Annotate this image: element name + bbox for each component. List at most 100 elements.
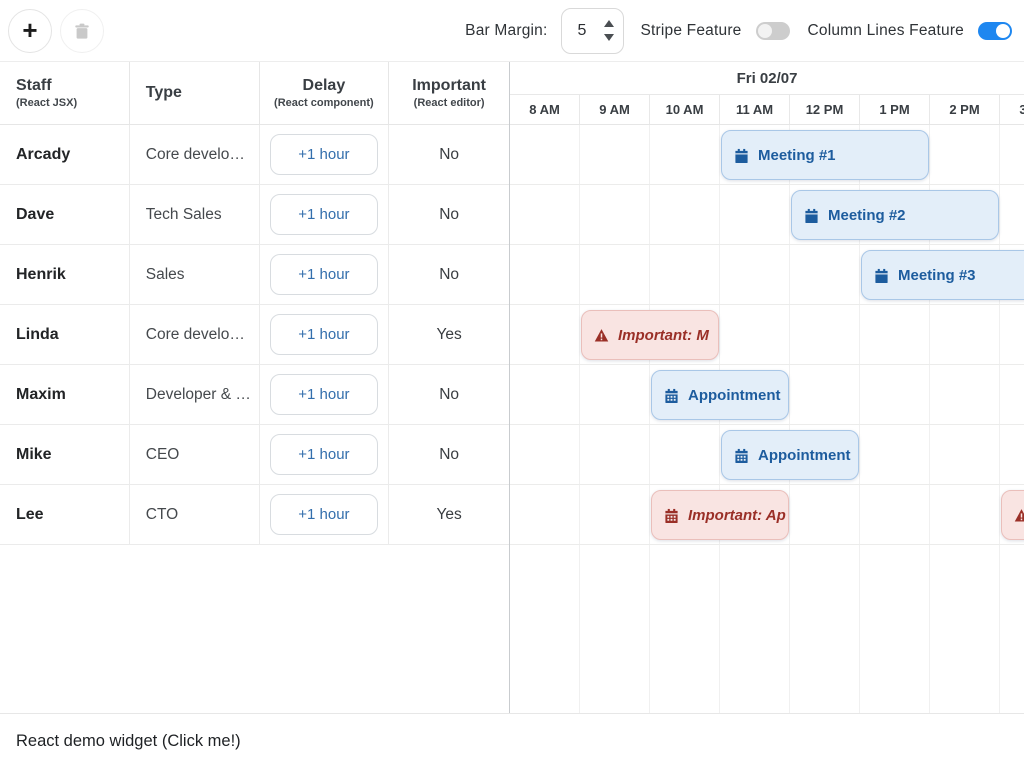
calendar-days-icon	[734, 448, 749, 463]
important-cell[interactable]: No	[439, 445, 460, 463]
event-label: Important: M	[618, 326, 709, 344]
staff-grid-panel: Staff (React JSX) Type Delay (React componen…	[0, 62, 510, 713]
event-label: Appointment	[688, 386, 781, 404]
delay-cell: +1 hour	[260, 365, 390, 424]
column-subtitle: (React component)	[274, 97, 374, 109]
staff-name-cell: Henrik	[0, 245, 130, 304]
delete-event-button[interactable]	[60, 8, 104, 53]
hour-tick: 1 PM	[860, 95, 930, 124]
important-cell[interactable]: No	[439, 145, 460, 163]
important-cell[interactable]: No	[439, 205, 460, 223]
scheduler-widget: Staff (React JSX) Type Delay (React componen…	[0, 62, 1024, 713]
staff-row-henrik[interactable]: Henrik Sales +1 hour No	[0, 245, 509, 305]
add-hour-button[interactable]: +1 hour	[269, 194, 378, 235]
event-bar-important-m[interactable]: Important: M	[581, 310, 719, 360]
column-subtitle: (React editor)	[413, 97, 485, 109]
row-line	[510, 125, 1024, 185]
event-label: Important: Ap	[688, 506, 786, 524]
staff-row-mike[interactable]: Mike CEO +1 hour No	[0, 425, 509, 485]
bar-margin-value: 5	[577, 21, 587, 39]
stripe-feature-toggle[interactable]	[755, 21, 790, 40]
column-line	[580, 125, 650, 713]
calendar-days-icon	[664, 388, 679, 403]
add-hour-button[interactable]: +1 hour	[269, 134, 378, 175]
event-label: Meeting #1	[758, 146, 836, 164]
event-bar[interactable]	[1001, 490, 1024, 540]
column-title: Delay	[302, 77, 346, 94]
staff-row-linda[interactable]: Linda Core develo… +1 hour Yes	[0, 305, 509, 365]
row-line	[510, 485, 1024, 545]
add-hour-button[interactable]: +1 hour	[269, 494, 378, 535]
staff-row-arcady[interactable]: Arcady Core develo… +1 hour No	[0, 125, 509, 185]
stripe-feature-label: Stripe Feature	[640, 21, 742, 39]
staff-name-cell: Linda	[0, 305, 130, 364]
add-hour-button[interactable]: +1 hour	[269, 434, 378, 475]
column-lines-feature-toggle[interactable]	[978, 21, 1012, 40]
event-label: Meeting #3	[898, 266, 976, 284]
staff-row-dave[interactable]: Dave Tech Sales +1 hour No	[0, 185, 509, 245]
event-label: Meeting #2	[828, 206, 906, 224]
hour-tick: 9 AM	[580, 95, 650, 124]
event-bar-important-ap[interactable]: Important: Ap	[651, 490, 789, 540]
hour-tick: 12 PM	[790, 95, 860, 124]
column-line	[510, 125, 580, 713]
event-bar-appointment[interactable]: Appointment	[651, 370, 789, 420]
staff-type-cell: Developer & …	[130, 365, 260, 424]
column-line	[860, 125, 930, 713]
warning-icon	[594, 328, 609, 343]
event-bar-meeting-3[interactable]: Meeting #3	[861, 250, 1024, 300]
hour-tick: 11 AM	[720, 95, 790, 124]
staff-row-lee[interactable]: Lee CTO +1 hour Yes	[0, 485, 509, 545]
important-cell[interactable]: No	[439, 265, 460, 283]
row-line	[510, 365, 1024, 425]
column-header-delay[interactable]: Delay (React component)	[260, 62, 390, 124]
hour-tick: 3 PM	[1000, 95, 1024, 124]
footer-demo-link[interactable]: React demo widget (Click me!)	[16, 731, 241, 750]
timeline-panel: Fri 02/07 8 AM 9 AM 10 AM 11 AM 12 PM 1 PM 2 P…	[510, 62, 1024, 713]
add-hour-button[interactable]: +1 hour	[269, 254, 378, 295]
hour-tick: 10 AM	[650, 95, 720, 124]
important-cell[interactable]: No	[439, 385, 460, 403]
hour-tick: 8 AM	[510, 95, 580, 124]
column-line	[930, 125, 1000, 713]
column-header-type[interactable]: Type	[130, 62, 260, 124]
column-line	[790, 125, 860, 713]
staff-row-maxim[interactable]: Maxim Developer & … +1 hour No	[0, 365, 509, 425]
event-label: Appointment	[758, 446, 851, 464]
add-hour-button[interactable]: +1 hour	[269, 374, 378, 415]
event-bar-meeting-1[interactable]: Meeting #1	[721, 130, 929, 180]
staff-name-cell: Mike	[0, 425, 130, 484]
staff-type-cell: CTO	[130, 485, 260, 544]
important-cell[interactable]: Yes	[436, 505, 462, 523]
add-event-button[interactable]: +	[8, 8, 52, 53]
staff-type-cell: CEO	[130, 425, 260, 484]
column-header-important[interactable]: Important (React editor)	[389, 62, 509, 124]
staff-name-cell: Arcady	[0, 125, 130, 184]
important-cell[interactable]: Yes	[436, 325, 462, 343]
column-header-staff[interactable]: Staff (React JSX)	[0, 62, 130, 124]
delay-cell: +1 hour	[260, 305, 390, 364]
delay-cell: +1 hour	[260, 125, 390, 184]
add-hour-button[interactable]: +1 hour	[269, 314, 378, 355]
schedule-area[interactable]: Meeting #1 Meeting #2 Meeting #3 Importa…	[510, 125, 1024, 713]
delay-cell: +1 hour	[260, 485, 390, 544]
bar-margin-input[interactable]: 5	[561, 7, 625, 54]
staff-name-cell: Dave	[0, 185, 130, 244]
grid-header: Staff (React JSX) Type Delay (React componen…	[0, 62, 509, 125]
spinner-up-icon[interactable]	[604, 20, 615, 27]
calendar-icon	[804, 208, 819, 223]
delay-cell: +1 hour	[260, 425, 390, 484]
spinner-down-icon[interactable]	[604, 34, 615, 41]
grid-body: Arcady Core develo… +1 hour No Dave Tech Sale…	[0, 125, 509, 545]
staff-name-cell: Lee	[0, 485, 130, 544]
event-bar-appointment[interactable]: Appointment	[721, 430, 859, 480]
column-title: Important	[412, 77, 486, 94]
plus-icon: +	[22, 14, 38, 45]
event-bar-meeting-2[interactable]: Meeting #2	[791, 190, 999, 240]
row-line	[510, 245, 1024, 305]
column-subtitle: (React JSX)	[16, 97, 78, 109]
staff-type-cell: Tech Sales	[130, 185, 260, 244]
delay-cell: +1 hour	[260, 185, 390, 244]
staff-type-cell: Core develo…	[130, 125, 260, 184]
